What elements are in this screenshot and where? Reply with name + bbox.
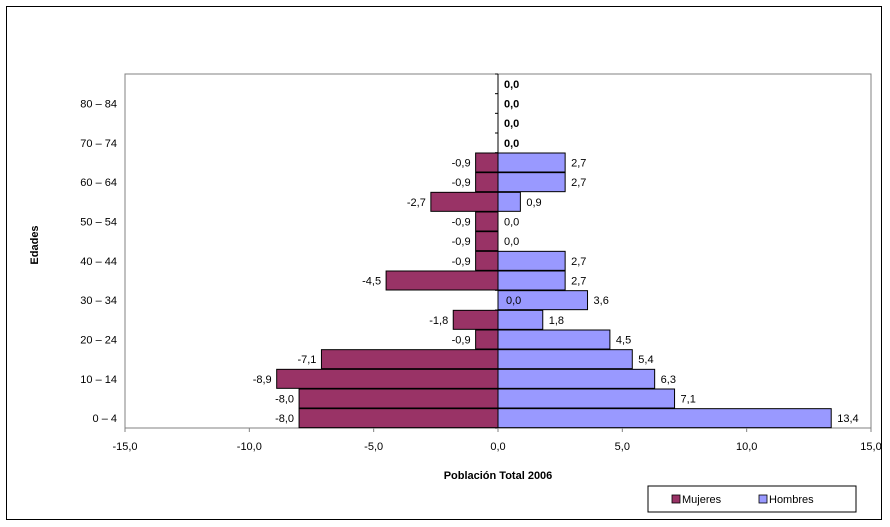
data-label-mujeres: -0,9: [452, 256, 471, 268]
data-label-hombres: 0,0: [504, 99, 519, 111]
x-tick-label: 10,0: [736, 441, 757, 453]
y-tick-label: 80 – 84: [80, 99, 117, 111]
bar-hombres-11: [497, 191, 521, 212]
bar-mujeres-1: [298, 388, 499, 409]
legend-swatch-mujeres: [671, 494, 681, 504]
data-label-mujeres: -8,0: [275, 394, 294, 406]
y-tick-label: 10 – 14: [80, 374, 117, 386]
legend-label-mujeres: Mujeres: [682, 494, 722, 506]
data-label-mujeres: -0,9: [452, 158, 471, 170]
bar-mujeres-11: [430, 191, 499, 212]
bar-mujeres-3: [320, 349, 499, 370]
bar-hombres-8: [497, 250, 566, 271]
data-label-hombres: 0,0: [504, 118, 519, 130]
bar-hombres-7: [497, 270, 566, 291]
x-tick-label: 0,0: [490, 441, 505, 453]
bar-mujeres-12: [475, 172, 499, 193]
data-label-hombres: 2,7: [571, 276, 586, 288]
data-label-mujeres: -1,8: [429, 315, 448, 327]
data-label-mujeres: -0,9: [452, 217, 471, 229]
data-label-hombres: 0,9: [526, 197, 541, 209]
data-label-hombres: 4,5: [616, 335, 631, 347]
data-label-hombres: 2,7: [571, 256, 586, 268]
data-label-mujeres: -7,1: [297, 354, 316, 366]
data-label-mujeres: -0,9: [452, 335, 471, 347]
data-label-mujeres: -0,9: [452, 177, 471, 189]
bar-mujeres-5: [452, 309, 499, 330]
data-label-hombres: 2,7: [571, 158, 586, 170]
data-label-hombres: 0,0: [504, 217, 519, 229]
data-label-mujeres: -4,5: [362, 276, 381, 288]
bar-hombres-1: [497, 388, 676, 409]
data-label-hombres: 13,4: [837, 413, 858, 425]
bar-mujeres-9: [475, 231, 499, 252]
data-label-extra: 0,0: [506, 295, 521, 307]
bar-mujeres-7: [385, 270, 499, 291]
data-label-hombres: 0,0: [504, 236, 519, 248]
y-tick-label: 40 – 44: [80, 256, 117, 268]
data-label-mujeres: -2,7: [407, 197, 426, 209]
x-tick-label: 15,0: [860, 441, 881, 453]
x-tick-label: -10,0: [237, 441, 262, 453]
legend: Mujeres Hombres: [647, 485, 857, 513]
bar-hombres-3: [497, 349, 633, 370]
data-label-hombres: 7,1: [681, 394, 696, 406]
bar-mujeres-10: [475, 211, 499, 232]
y-tick-label: 0 – 4: [93, 413, 117, 425]
y-tick-label: 30 – 34: [80, 295, 117, 307]
y-tick-label: 60 – 64: [80, 177, 117, 189]
data-label-hombres: 0,0: [504, 79, 519, 91]
data-labels: -8,0-8,0-8,9-7,1-0,9-1,8-4,5-0,9-0,9-0,9…: [253, 79, 859, 425]
x-tick-label: -5,0: [364, 441, 383, 453]
y-tick-label: 70 – 74: [80, 138, 117, 150]
data-label-hombres: 1,8: [549, 315, 564, 327]
data-label-hombres: 2,7: [571, 177, 586, 189]
bar-mujeres-2: [276, 368, 499, 389]
legend-label-hombres: Hombres: [769, 494, 814, 506]
x-tick-label: 5,0: [615, 441, 630, 453]
bar-hombres-2: [497, 368, 656, 389]
legend-swatch-hombres: [758, 494, 768, 504]
y-tick-label: 20 – 24: [80, 335, 117, 347]
x-axis-title: Población Total 2006: [444, 470, 553, 482]
bar-mujeres-4: [475, 329, 499, 350]
y-axis-title: Edades: [29, 225, 41, 264]
bar-mujeres-0: [298, 408, 499, 429]
axes: -15,0 -10,0 -5,0 0,0 5,0 10,0 15,0 0 – 4 10 – 14…: [80, 73, 882, 453]
bar-hombres-5: [497, 309, 544, 330]
data-label-mujeres: -8,9: [253, 374, 272, 386]
data-label-mujeres: -0,9: [452, 236, 471, 248]
bar-mujeres-13: [475, 152, 499, 173]
bar-hombres-13: [497, 152, 566, 173]
bar-hombres-4: [497, 329, 611, 350]
data-label-mujeres: -8,0: [275, 413, 294, 425]
bar-hombres-12: [497, 172, 566, 193]
data-label-hombres: 3,6: [594, 295, 609, 307]
x-tick-label: -15,0: [112, 441, 137, 453]
y-tick-label: 50 – 54: [80, 217, 117, 229]
bar-mujeres-8: [475, 250, 499, 271]
data-label-hombres: 5,4: [638, 354, 653, 366]
data-label-hombres: 6,3: [661, 374, 676, 386]
bar-hombres-0: [497, 408, 832, 429]
data-label-hombres: 0,0: [504, 138, 519, 150]
